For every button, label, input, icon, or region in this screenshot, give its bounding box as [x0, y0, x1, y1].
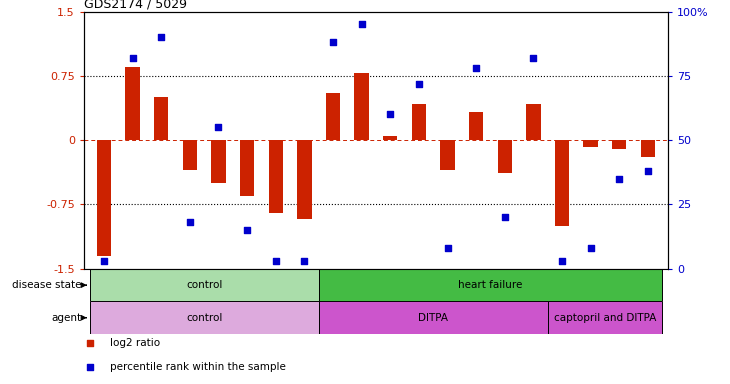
Point [270, 258, 282, 264]
Bar [526, 104, 540, 140]
Point [184, 219, 196, 225]
Text: control: control [186, 313, 223, 323]
Bar [383, 136, 397, 140]
Point [299, 258, 310, 264]
Point [84, 340, 96, 346]
Bar [355, 73, 369, 140]
Point [212, 124, 224, 131]
Text: control: control [186, 280, 223, 290]
Bar [440, 140, 455, 170]
Bar [641, 140, 655, 157]
Bar [498, 140, 512, 173]
Bar [90, 269, 319, 301]
Bar [297, 140, 312, 219]
Point [242, 227, 253, 233]
Bar [212, 140, 226, 183]
Bar [90, 301, 319, 334]
Bar [319, 269, 662, 301]
Bar [412, 104, 426, 140]
Point [442, 245, 453, 251]
Point [356, 22, 367, 28]
Point [499, 214, 510, 220]
Text: GDS2174 / 5029: GDS2174 / 5029 [84, 0, 187, 10]
Point [127, 55, 139, 61]
Text: DITPA: DITPA [418, 313, 448, 323]
Point [327, 39, 339, 45]
Bar [612, 140, 626, 149]
Bar [97, 140, 111, 256]
Point [528, 55, 539, 61]
Point [556, 258, 568, 264]
Text: agent: agent [51, 313, 81, 323]
Bar [182, 140, 197, 170]
Bar [469, 112, 483, 140]
Bar [326, 93, 340, 140]
Point [155, 34, 167, 40]
Bar [126, 67, 139, 140]
Point [585, 245, 596, 251]
Point [385, 111, 396, 118]
Text: percentile rank within the sample: percentile rank within the sample [110, 362, 286, 372]
Bar [240, 140, 254, 196]
Point [613, 176, 625, 182]
Bar [555, 140, 569, 226]
Bar [548, 301, 662, 334]
Point [642, 168, 654, 174]
Bar [269, 140, 283, 213]
Point [470, 65, 482, 71]
Text: log2 ratio: log2 ratio [110, 338, 161, 348]
Bar [319, 301, 548, 334]
Point [413, 81, 425, 87]
Text: heart failure: heart failure [458, 280, 523, 290]
Point [84, 364, 96, 370]
Text: disease state: disease state [12, 280, 81, 290]
Bar [154, 97, 169, 140]
Bar [583, 140, 598, 147]
Point [98, 258, 110, 264]
Text: captopril and DITPA: captopril and DITPA [554, 313, 656, 323]
